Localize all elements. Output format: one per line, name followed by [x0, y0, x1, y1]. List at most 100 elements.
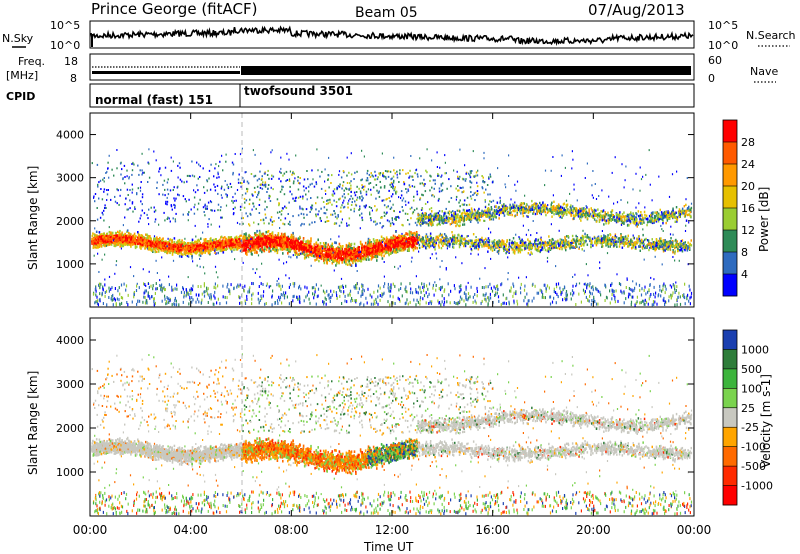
power-cell: [239, 208, 242, 211]
power-cell: [369, 252, 372, 255]
power-cell: [324, 250, 327, 254]
power-cell: [172, 247, 174, 250]
power-cell: [292, 235, 295, 239]
power-cell: [333, 258, 336, 262]
power-cell: [390, 244, 393, 247]
power-cell: [348, 242, 350, 245]
power-cell: [295, 241, 298, 245]
power-cell: [284, 241, 287, 245]
power-cell: [387, 170, 390, 173]
power-cell: [173, 250, 175, 253]
power-cell: [282, 241, 285, 245]
power-cell: [206, 242, 209, 245]
power-cell: [311, 169, 313, 172]
power-cell: [113, 236, 116, 239]
power-cell: [361, 216, 363, 219]
power-cell: [390, 236, 392, 239]
power-cell: [392, 185, 394, 188]
power-cell: [370, 241, 373, 244]
power-cell: [331, 248, 334, 251]
power-cell: [353, 249, 355, 253]
power-cell: [267, 184, 270, 186]
power-cell: [383, 214, 386, 217]
power-cell: [255, 244, 257, 247]
power-cell: [186, 174, 189, 177]
power-cell: [294, 247, 297, 251]
power-cell: [279, 238, 281, 242]
power-cell: [450, 222, 453, 225]
power-cell: [325, 254, 328, 258]
power-cell: [318, 251, 321, 255]
power-cell: [215, 252, 217, 255]
power-cell: [395, 240, 398, 243]
power-cell: [118, 232, 121, 235]
power-cell: [259, 244, 261, 248]
power-cell: [253, 175, 255, 178]
power-cell: [121, 240, 124, 244]
power-cell: [276, 198, 279, 201]
power-cell: [232, 201, 234, 204]
power-cell: [212, 248, 215, 251]
power-cell: [245, 232, 247, 235]
power-cell: [263, 222, 265, 225]
power-cell: [251, 236, 253, 239]
power-cell: [353, 242, 356, 246]
power-cell: [155, 247, 157, 250]
power-cell: [97, 239, 100, 243]
power-cell: [129, 243, 132, 246]
power-cell: [218, 176, 220, 179]
power-cell: [323, 212, 325, 215]
power-cell: [276, 240, 278, 243]
power-cell: [343, 205, 346, 208]
power-cell: [339, 254, 342, 258]
power-cell: [310, 239, 312, 243]
power-cell: [131, 188, 134, 191]
power-cell: [394, 172, 396, 175]
power-cell: [105, 235, 107, 238]
power-cell: [297, 176, 299, 179]
power-cell: [259, 235, 261, 239]
power-cell: [296, 253, 299, 256]
power-cell: [189, 247, 192, 250]
power-cell: [171, 208, 173, 211]
power-cell: [328, 186, 330, 189]
power-cell: [277, 232, 280, 235]
power-cell: [312, 249, 314, 252]
power-cell: [205, 243, 207, 246]
power-cell: [396, 246, 399, 250]
power-cell: [440, 183, 442, 186]
power-cell: [269, 241, 271, 244]
power-cell: [237, 178, 240, 181]
power-cell: [407, 190, 410, 192]
power-cell: [458, 201, 460, 204]
power-cell: [287, 252, 289, 255]
power-cell: [141, 196, 144, 199]
power-cell: [171, 249, 173, 252]
power-cell: [394, 250, 396, 254]
power-cell: [252, 194, 254, 197]
power-cell: [242, 242, 244, 245]
power-cell: [129, 207, 131, 210]
power-cell: [143, 212, 146, 215]
power-cell: [141, 173, 143, 176]
power-cell: [204, 204, 206, 207]
power-cell: [388, 197, 390, 199]
power-cell: [408, 232, 411, 236]
power-cell: [106, 193, 109, 196]
power-cell: [281, 241, 284, 244]
power-cell: [376, 178, 379, 181]
power-cell: [118, 203, 120, 206]
noise-panel-frame: [89, 20, 695, 49]
power-cell: [94, 246, 97, 249]
power-cell: [406, 233, 409, 236]
power-cell: [366, 252, 368, 256]
power-cell: [131, 169, 134, 172]
power-cell: [256, 237, 258, 240]
power-cell: [316, 244, 319, 248]
power-cell: [187, 255, 190, 258]
power-cell: [105, 236, 107, 240]
power-cell: [212, 244, 214, 248]
power-cell: [263, 234, 265, 238]
power-cell: [404, 200, 407, 203]
power-cell: [360, 246, 363, 250]
